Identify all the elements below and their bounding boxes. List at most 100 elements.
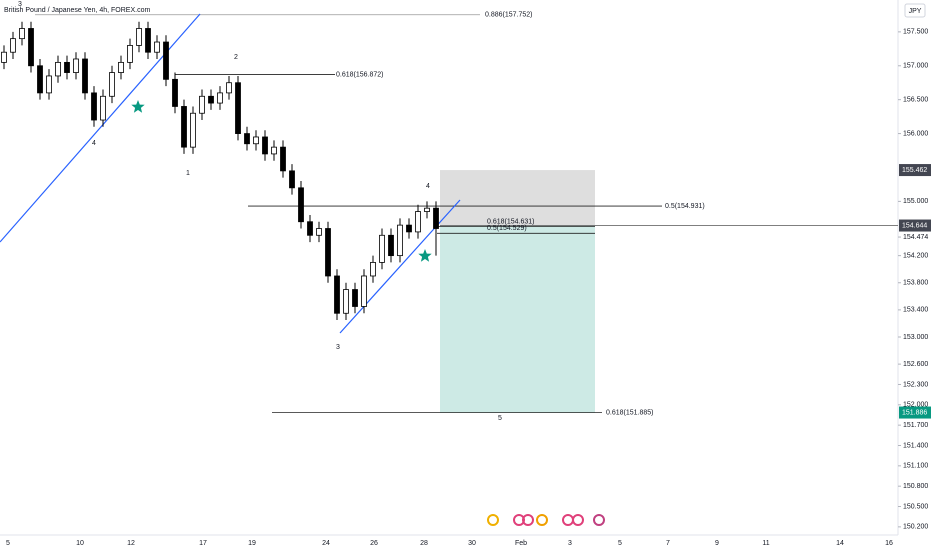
x-tick-label: 30 xyxy=(468,540,476,547)
candle-body xyxy=(316,228,322,236)
y-tick-label: 155.000 xyxy=(903,198,928,205)
target-zone xyxy=(440,225,595,413)
candle-body xyxy=(298,187,304,223)
candle-body xyxy=(361,275,367,307)
candle-body xyxy=(217,92,223,104)
wave-label: 4 xyxy=(426,183,430,190)
x-tick-label: 5 xyxy=(6,540,10,547)
candle-body xyxy=(28,28,34,67)
candle-body xyxy=(190,112,196,148)
x-tick-label: 28 xyxy=(420,540,428,547)
y-tick-label: 152.300 xyxy=(903,381,928,388)
candle-body xyxy=(271,146,277,155)
wave-label: 3 xyxy=(336,344,340,351)
wave-label: 5 xyxy=(498,415,502,422)
x-tick-label: Feb xyxy=(515,540,527,547)
y-tick-label: 152.000 xyxy=(903,402,928,409)
x-tick-label: 5 xyxy=(618,540,622,547)
x-tick-label: 17 xyxy=(199,540,207,547)
candle-body xyxy=(343,289,349,314)
y-tick-label: 154.474 xyxy=(903,234,928,241)
candle-body xyxy=(64,61,70,73)
candle-body xyxy=(415,211,421,233)
candle-body xyxy=(19,28,25,40)
candle-body xyxy=(379,234,385,263)
candle-body xyxy=(37,65,43,94)
x-tick-label: 16 xyxy=(885,540,893,547)
y-tick-label: 150.500 xyxy=(903,503,928,510)
y-tick-label: 153.400 xyxy=(903,307,928,314)
star-marker xyxy=(418,249,432,262)
fib-label: 0.618(151.885) xyxy=(606,409,653,416)
wave-label: 2 xyxy=(234,54,238,61)
candle-body xyxy=(154,41,160,53)
y-tick-label: 151.400 xyxy=(903,442,928,449)
stop-zone xyxy=(440,170,595,226)
x-tick-label: 12 xyxy=(127,540,135,547)
candle-body xyxy=(334,275,340,314)
fib-label: 0.618(154.631) xyxy=(487,218,534,225)
fib-label: 0.618(156.872) xyxy=(336,71,383,78)
x-tick-label: 26 xyxy=(370,540,378,547)
candle-body xyxy=(424,207,430,212)
candle-body xyxy=(208,95,214,104)
candle-body xyxy=(82,58,88,94)
y-tick-label: 157.500 xyxy=(903,29,928,36)
wave-label: 1 xyxy=(186,170,190,177)
event-icons xyxy=(487,514,605,526)
plot-area: 0.886(157.752) 0.618(156.872) 0.5(154.931)… xyxy=(0,1,898,422)
candle-body xyxy=(406,224,412,233)
candle-body xyxy=(55,61,61,77)
candle-body xyxy=(100,95,106,121)
y-tick-label: 151.700 xyxy=(903,422,928,429)
y-tick-label: 150.200 xyxy=(903,524,928,531)
candle-body xyxy=(352,289,358,307)
candle-body xyxy=(199,95,205,114)
candle-body xyxy=(244,133,250,145)
currency-label: JPY xyxy=(909,8,922,15)
price-badge-label: 154.644 xyxy=(902,222,927,229)
y-tick-label: 150.800 xyxy=(903,483,928,490)
chart-title: British Pound / Japanese Yen, 4h, FOREX.… xyxy=(4,7,150,14)
fib-label: 0.5(154.529) xyxy=(487,225,527,232)
x-tick-label: 19 xyxy=(248,540,256,547)
y-tick-label: 157.000 xyxy=(903,63,928,70)
candle-body xyxy=(1,51,7,63)
price-badge xyxy=(899,219,931,232)
candle-body xyxy=(388,234,394,257)
y-tick-label: 153.000 xyxy=(903,334,928,341)
candle-body xyxy=(91,92,97,121)
candle-body xyxy=(10,38,16,53)
wave-label: 3 xyxy=(18,1,22,8)
candle-body xyxy=(226,82,232,94)
currency-badge xyxy=(904,3,926,18)
x-tick-label: 3 xyxy=(568,540,572,547)
fib-label: 0.886(157.752) xyxy=(485,12,532,19)
x-tick-label: 9 xyxy=(715,540,719,547)
x-tick-label: 10 xyxy=(76,540,84,547)
price-badge-label: 151.886 xyxy=(902,409,927,416)
y-tick-label: 151.100 xyxy=(903,463,928,470)
candle-body xyxy=(325,228,331,277)
candle-body xyxy=(136,28,142,46)
candle-body xyxy=(172,78,178,107)
candle-body xyxy=(397,224,403,257)
price-badge-label: 155.462 xyxy=(902,167,927,174)
y-tick-label: 156.000 xyxy=(903,130,928,137)
candle-body xyxy=(262,136,268,155)
price-axis-bg xyxy=(898,0,932,550)
candle-body xyxy=(145,28,151,53)
candle-body xyxy=(73,58,79,73)
price-badge xyxy=(899,164,931,177)
candle-body xyxy=(280,146,286,172)
price-badge xyxy=(899,406,931,419)
x-tick-label: 11 xyxy=(762,540,769,547)
candle-body xyxy=(118,61,124,73)
y-tick-label: 152.600 xyxy=(903,361,928,368)
candle-body xyxy=(127,45,133,63)
candle-body xyxy=(433,207,439,229)
candle-body xyxy=(109,72,115,97)
star-marker xyxy=(131,100,145,113)
